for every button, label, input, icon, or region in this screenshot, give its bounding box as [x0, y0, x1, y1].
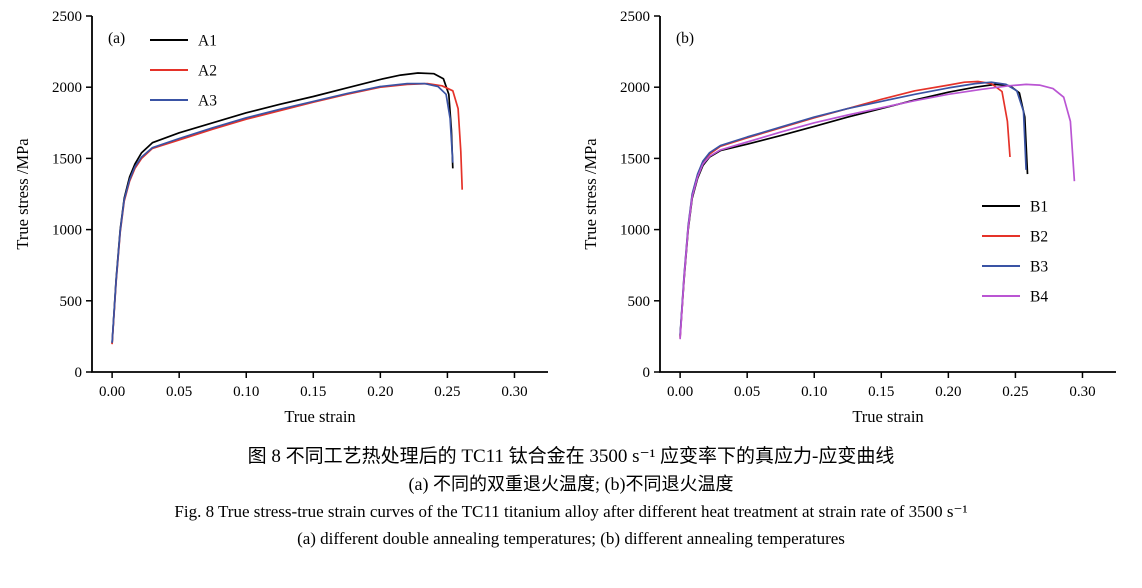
charts-row: 0.00 0.05 0.10 0.15 0.20 0.25 0.30 0 500 1000 1500… [13, 9, 1116, 426]
legend-label-A1: A1 [198, 33, 217, 50]
y-tick-label: 500 [60, 294, 83, 310]
y-tick-label: 1000 [52, 223, 82, 239]
x-tick-label: 0.25 [1002, 384, 1028, 400]
series-line-A1 [111, 72, 454, 344]
legend-label-B3: B3 [1030, 259, 1048, 276]
panel-label: (a) [108, 30, 125, 47]
x-tick-label: 0.00 [99, 384, 125, 400]
y-tick-label: 0 [643, 365, 651, 381]
caption-chinese-title: 图 8 不同工艺热处理后的 TC11 钛合金在 3500 s⁻¹ 应变率下的真应… [247, 446, 895, 467]
chart-panel-b: 0.00 0.05 0.10 0.15 0.20 0.25 0.30 0 500 1000 1500… [581, 9, 1116, 426]
x-tick-label: 0.20 [367, 384, 393, 400]
x-tick-label: 0.10 [801, 384, 827, 400]
caption-chinese-subtitle: (a) 不同的双重退火温度; (b)不同退火温度 [408, 474, 734, 495]
series-line-B2 [679, 80, 1011, 338]
y-tick-label: 500 [628, 294, 651, 310]
y-tick-label: 2500 [52, 9, 82, 25]
chart-panel-a: 0.00 0.05 0.10 0.15 0.20 0.25 0.30 0 500 1000 1500… [13, 9, 548, 426]
x-axis-label: True strain [852, 407, 923, 426]
x-tick-label: 0.05 [166, 384, 192, 400]
y-axis-label: True stress /MPa [581, 138, 600, 250]
y-tick-label: 0 [75, 365, 83, 381]
axes [659, 16, 1116, 373]
panel-label: (b) [676, 30, 694, 47]
figure-captions: 图 8 不同工艺热处理后的 TC11 钛合金在 3500 s⁻¹ 应变率下的真应… [0, 442, 1142, 552]
caption-english-title: Fig. 8 True stress-true strain curves of… [174, 502, 968, 522]
legend-label-B2: B2 [1030, 229, 1048, 246]
legend-label-A3: A3 [198, 93, 217, 110]
y-tick-label: 2500 [620, 9, 650, 25]
x-tick-label: 0.05 [734, 384, 760, 400]
x-tick-label: 0.30 [1069, 384, 1095, 400]
caption-english-subtitle: (a) different double annealing temperatu… [297, 528, 845, 548]
x-tick-label: 0.00 [667, 384, 693, 400]
legend-label-B1: B1 [1030, 199, 1048, 216]
x-axis-label: True strain [284, 407, 355, 426]
x-tick-label: 0.20 [935, 384, 961, 400]
y-tick-label: 1000 [620, 223, 650, 239]
series-line-B4 [679, 83, 1076, 340]
series-line-A2 [111, 82, 464, 345]
legend-label-B4: B4 [1030, 289, 1048, 306]
series-line-B3 [679, 81, 1027, 336]
legend-label-A2: A2 [198, 63, 217, 80]
y-tick-label: 2000 [52, 80, 82, 96]
y-axis-label: True stress /MPa [13, 138, 32, 250]
x-tick-label: 0.30 [501, 384, 527, 400]
y-tick-label: 1500 [52, 151, 82, 167]
series-line-B1 [679, 83, 1029, 337]
y-tick-label: 2000 [620, 80, 650, 96]
y-tick-label: 1500 [620, 151, 650, 167]
series-line-A3 [111, 82, 454, 343]
x-tick-label: 0.15 [300, 384, 326, 400]
x-tick-label: 0.25 [434, 384, 460, 400]
x-tick-label: 0.15 [868, 384, 894, 400]
x-tick-label: 0.10 [233, 384, 259, 400]
